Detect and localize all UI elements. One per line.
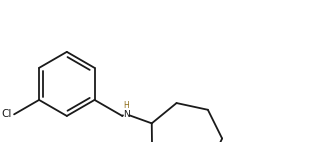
Text: Cl: Cl (1, 109, 12, 119)
Text: H: H (123, 101, 129, 110)
Text: N: N (123, 110, 130, 119)
